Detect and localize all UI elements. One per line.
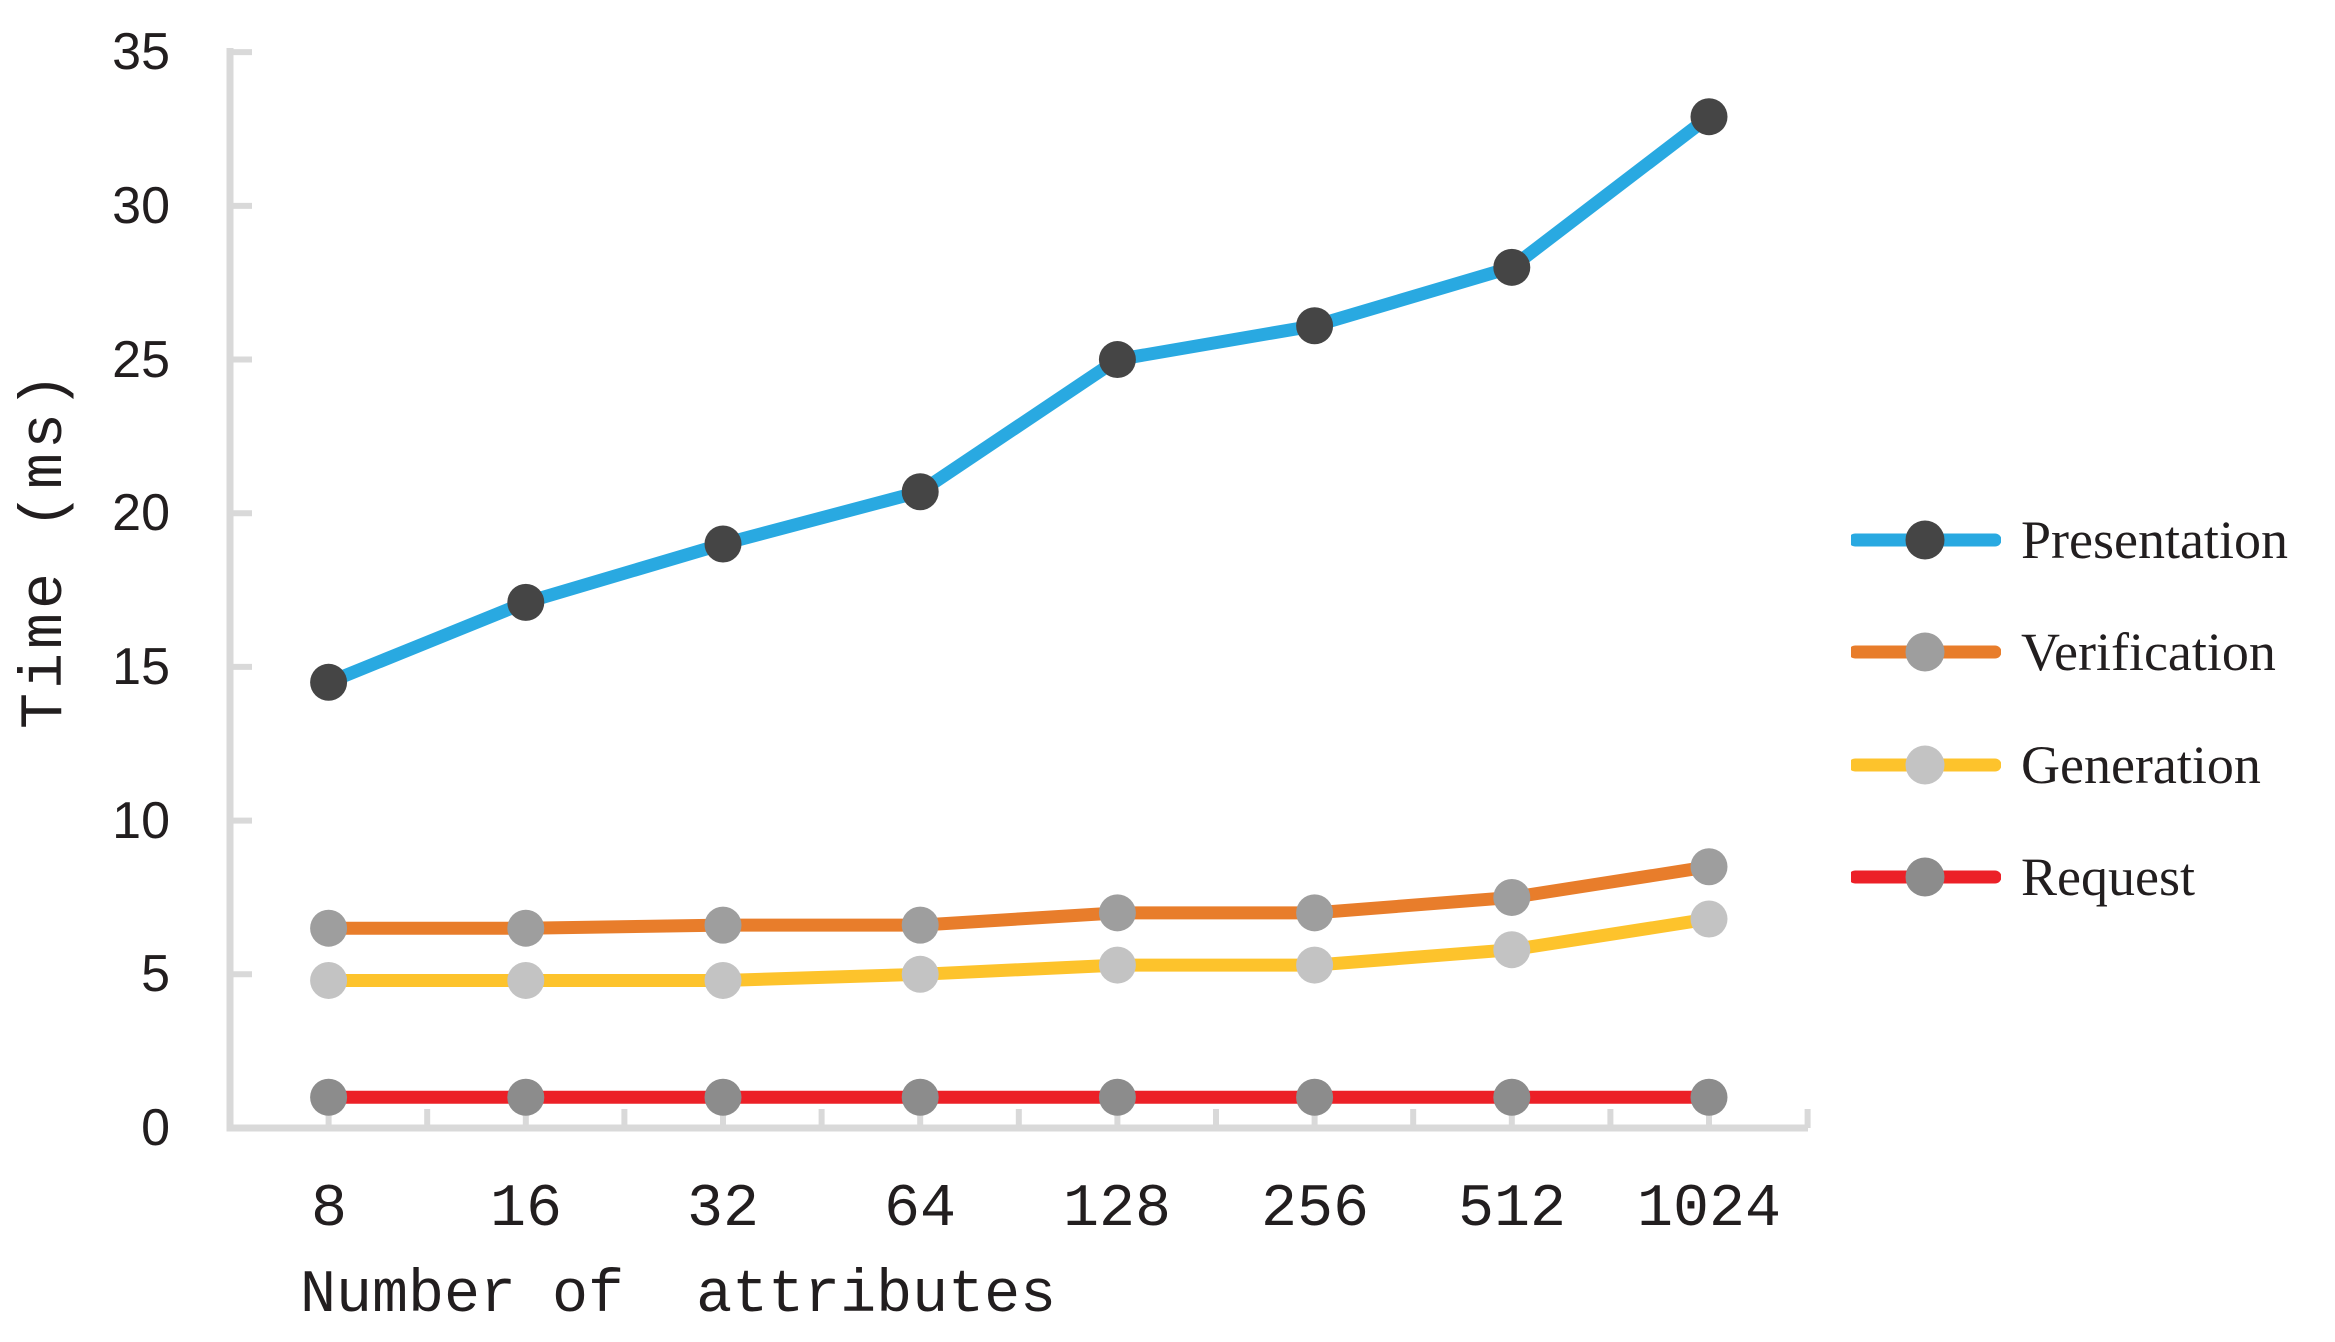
y-axis-title: Time (ms): [12, 368, 80, 730]
legend-label-request: Request: [2021, 847, 2195, 907]
x-axis-title: Number of attributes: [300, 1262, 1057, 1330]
legend-swatch-verification: [1851, 632, 2001, 672]
legend-marker-request: [1905, 857, 1945, 897]
legend-swatch-generation: [1851, 745, 2001, 785]
legend-label-presentation: Presentation: [2021, 510, 2288, 570]
legend-marker-generation: [1905, 745, 1945, 785]
y-tick-label: 25: [112, 331, 170, 389]
x-tick-label: 8: [310, 1176, 347, 1244]
x-tick-label: 256: [1260, 1176, 1370, 1244]
legend-label-verification: Verification: [2021, 622, 2276, 682]
y-tick-label: 35: [112, 23, 170, 81]
y-axis-tick-labels: 35 30 25 20 15 10 5 0: [0, 0, 170, 1342]
legend-swatch-request: [1851, 857, 2001, 897]
y-tick-label: 0: [141, 1099, 170, 1157]
legend-label-generation: Generation: [2021, 735, 2261, 795]
legend-marker-presentation: [1905, 520, 1945, 560]
y-tick-label: 10: [112, 792, 170, 850]
x-tick-label: 128: [1062, 1176, 1172, 1244]
legend: Presentation Verification Generation Req…: [1851, 0, 2335, 1342]
x-tick-label: 32: [686, 1176, 759, 1244]
x-tick-label: 512: [1457, 1176, 1567, 1244]
legend-swatch-presentation: [1851, 520, 2001, 560]
legend-item-generation: Generation: [1851, 735, 2261, 795]
y-tick-label: 30: [112, 177, 170, 235]
legend-item-presentation: Presentation: [1851, 510, 2288, 570]
x-tick-label: 1024: [1636, 1176, 1782, 1244]
y-tick-label: 5: [141, 945, 170, 1003]
y-tick-label: 20: [112, 484, 170, 542]
legend-item-request: Request: [1851, 847, 2195, 907]
legend-item-verification: Verification: [1851, 622, 2276, 682]
x-tick-label: 64: [883, 1176, 956, 1244]
x-tick-label: 16: [489, 1176, 562, 1244]
legend-marker-verification: [1905, 632, 1945, 672]
y-tick-label: 15: [112, 638, 170, 696]
